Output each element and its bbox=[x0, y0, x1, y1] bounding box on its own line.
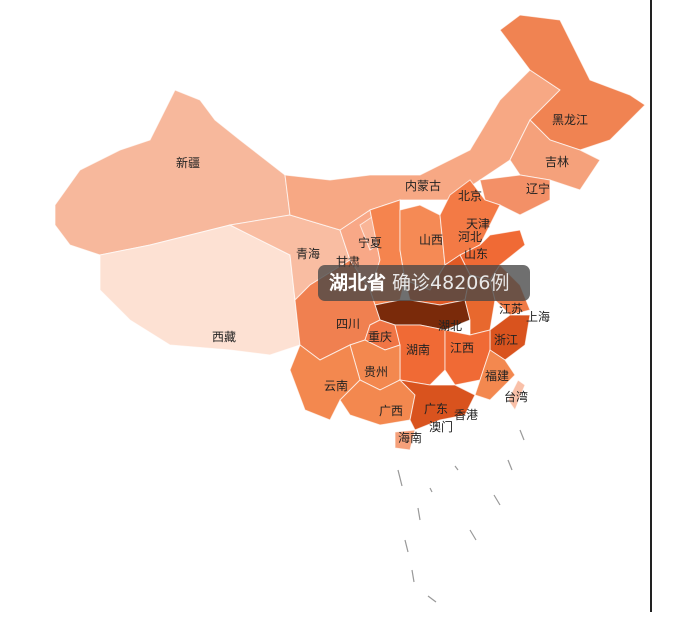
sea-boundary-dash bbox=[519, 429, 525, 441]
sea-boundary-dash bbox=[507, 459, 513, 471]
province-label: 上海 bbox=[526, 309, 550, 324]
sea-boundary-dash bbox=[427, 595, 437, 603]
province-heilongjiang[interactable] bbox=[499, 14, 646, 151]
province-label: 湖南 bbox=[406, 342, 430, 357]
province-label: 台湾 bbox=[504, 389, 528, 404]
province-taiwan[interactable] bbox=[507, 379, 526, 412]
map-tooltip: 湖北省 确诊48206例 bbox=[318, 265, 530, 301]
province-xinjiang[interactable] bbox=[54, 89, 291, 256]
province-label: 西藏 bbox=[212, 330, 236, 344]
province-label: 重庆 bbox=[368, 330, 392, 344]
province-label: 贵州 bbox=[364, 365, 388, 379]
province-label: 北京 bbox=[458, 189, 482, 203]
province-hainan[interactable] bbox=[394, 429, 416, 451]
province-label: 山西 bbox=[419, 233, 443, 247]
province-xizang[interactable] bbox=[99, 224, 301, 356]
province-label: 辽宁 bbox=[526, 181, 550, 196]
south-china-sea-dashes bbox=[397, 429, 525, 603]
sea-boundary-dash bbox=[493, 494, 501, 506]
province-label: 浙江 bbox=[494, 333, 518, 347]
province-label: 江西 bbox=[450, 341, 474, 355]
province-label: 天津 bbox=[466, 217, 490, 231]
province-label: 广西 bbox=[379, 404, 403, 418]
province-label: 山东 bbox=[464, 247, 488, 261]
province-label: 广东 bbox=[424, 402, 448, 416]
sea-boundary-dash bbox=[404, 539, 409, 553]
province-label: 宁夏 bbox=[358, 235, 382, 250]
province-label: 海南 bbox=[398, 430, 422, 445]
tooltip-province: 湖北省 bbox=[329, 272, 387, 294]
sea-boundary-dash bbox=[454, 465, 459, 471]
province-label: 云南 bbox=[324, 378, 348, 393]
province-label: 福建 bbox=[485, 368, 509, 383]
tooltip-value: 确诊48206例 bbox=[392, 272, 510, 294]
divider-line bbox=[650, 0, 652, 612]
province-label: 湖北 bbox=[438, 318, 462, 333]
province-label: 黑龙江 bbox=[552, 113, 588, 127]
province-label: 内蒙古 bbox=[405, 178, 441, 193]
sea-boundary-dash bbox=[469, 529, 477, 541]
sea-boundary-dash bbox=[411, 569, 415, 583]
province-label: 新疆 bbox=[176, 155, 200, 170]
province-jilin[interactable] bbox=[509, 119, 601, 191]
province-label: 香港 bbox=[454, 408, 478, 422]
province-label: 江苏 bbox=[499, 302, 523, 316]
province-label: 河北 bbox=[458, 230, 482, 244]
province-guangdong[interactable] bbox=[398, 379, 476, 431]
province-label: 四川 bbox=[336, 317, 360, 331]
sea-boundary-dash bbox=[429, 487, 433, 493]
province-label: 澳门 bbox=[429, 419, 453, 434]
province-label: 青海 bbox=[296, 246, 320, 261]
sea-boundary-dash bbox=[417, 507, 421, 521]
province-label: 吉林 bbox=[545, 155, 569, 169]
sea-boundary-dash bbox=[397, 469, 403, 487]
